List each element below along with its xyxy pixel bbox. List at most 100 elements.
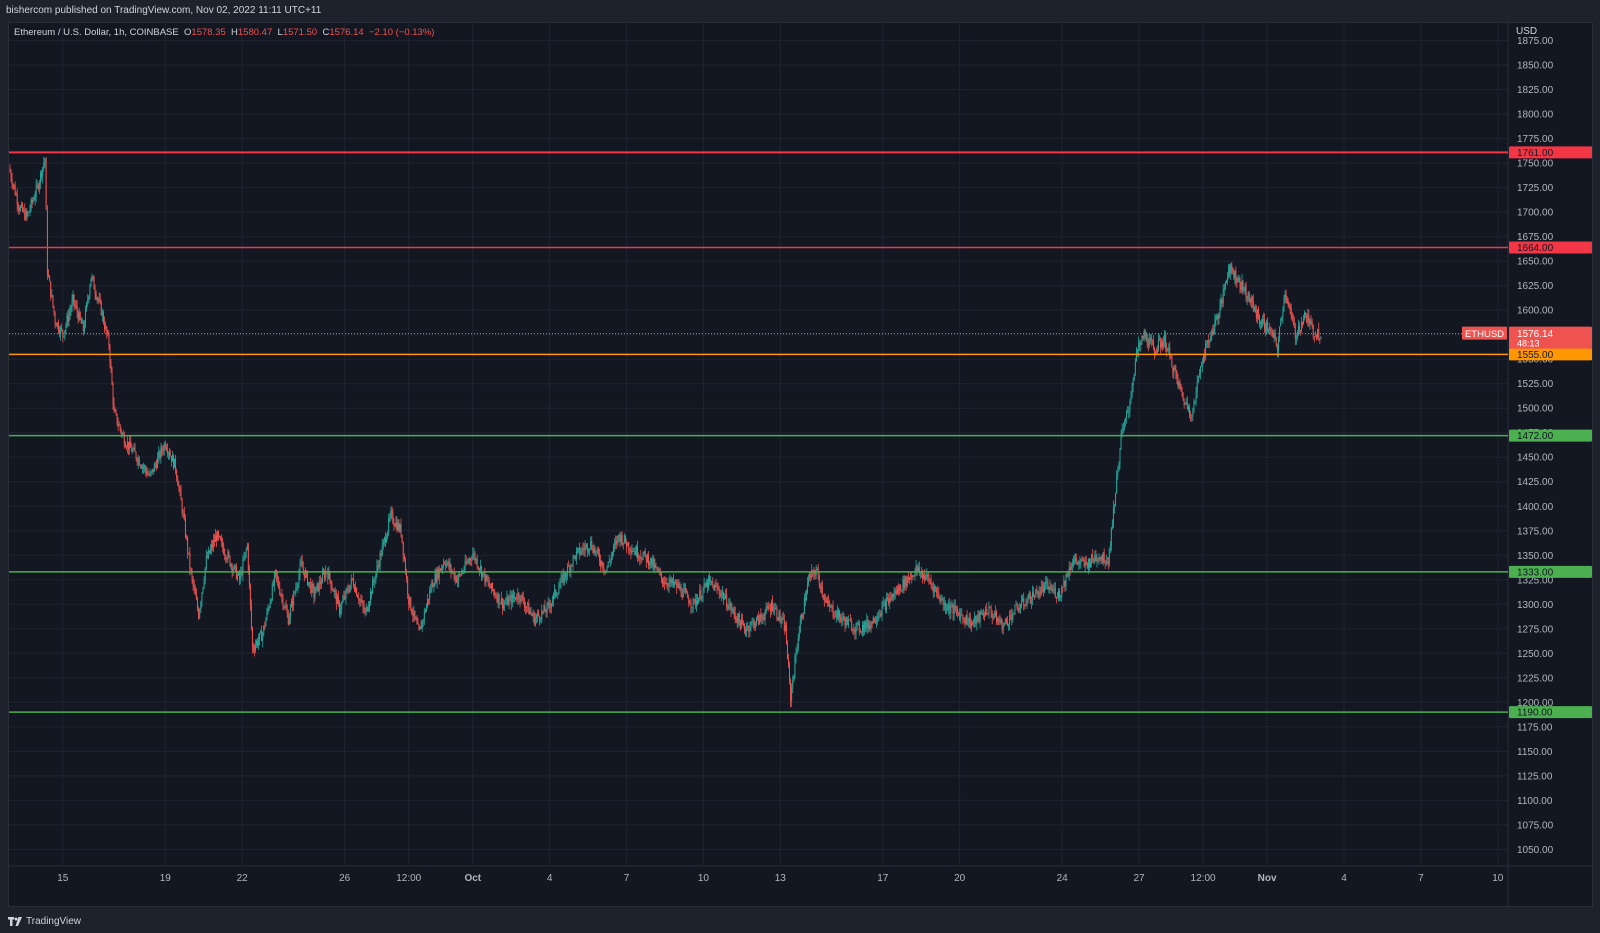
candle-body bbox=[626, 542, 628, 547]
candle-body bbox=[448, 561, 450, 568]
candle-body bbox=[150, 471, 152, 474]
candle-body bbox=[1285, 294, 1287, 298]
candle-body bbox=[321, 573, 323, 583]
candle-body bbox=[805, 593, 807, 601]
candle-body bbox=[467, 561, 469, 563]
candle-body bbox=[1077, 561, 1079, 565]
candle-body bbox=[999, 620, 1001, 623]
candle-body bbox=[652, 559, 654, 566]
candle-body bbox=[435, 574, 437, 583]
candle-body bbox=[332, 589, 334, 592]
candle-body bbox=[319, 581, 321, 584]
candle-body bbox=[195, 595, 197, 600]
candle-body bbox=[25, 211, 27, 220]
candle-body bbox=[534, 618, 536, 625]
candle-body bbox=[769, 607, 771, 612]
candle-body bbox=[776, 607, 778, 618]
candle-body bbox=[1036, 589, 1038, 592]
candle-body bbox=[538, 613, 540, 616]
candle-body bbox=[580, 552, 582, 555]
candle-body bbox=[987, 613, 989, 615]
candle-body bbox=[667, 585, 669, 587]
candle-body bbox=[1144, 330, 1146, 337]
candle-body bbox=[221, 539, 223, 542]
candle-body bbox=[867, 619, 869, 629]
candle-body bbox=[504, 603, 506, 605]
candle-body bbox=[1180, 385, 1182, 391]
candle-body bbox=[527, 603, 529, 607]
candle-body bbox=[1108, 548, 1110, 565]
candle-body bbox=[703, 583, 705, 590]
candle-body bbox=[782, 618, 784, 620]
candle-body bbox=[635, 546, 637, 555]
candle-body bbox=[1262, 319, 1264, 324]
candle-body bbox=[1012, 613, 1014, 621]
candle-body bbox=[46, 209, 48, 276]
candle-body bbox=[573, 555, 575, 557]
candle-body bbox=[453, 571, 455, 579]
level-label-box bbox=[1509, 565, 1592, 578]
candle-body bbox=[695, 600, 697, 606]
candle-body bbox=[132, 449, 134, 453]
candle-body bbox=[1223, 288, 1225, 290]
candle-body bbox=[616, 540, 618, 544]
candle-body bbox=[175, 458, 177, 471]
candle-body bbox=[509, 595, 511, 599]
candle-body bbox=[617, 535, 619, 544]
candle-body bbox=[1014, 604, 1016, 615]
candle-body bbox=[278, 580, 280, 588]
candle-body bbox=[160, 447, 162, 458]
candle-body bbox=[642, 554, 644, 560]
candle-body bbox=[740, 619, 742, 629]
candle-body bbox=[130, 441, 132, 448]
candle-body bbox=[566, 575, 568, 577]
candle-body bbox=[716, 585, 718, 589]
price-tick-label: 1425.00 bbox=[1517, 477, 1554, 488]
candle-body bbox=[336, 596, 338, 605]
candle-body bbox=[355, 588, 357, 592]
price-tick-label: 1525.00 bbox=[1517, 379, 1554, 390]
candle-body bbox=[1240, 286, 1242, 290]
candle-body bbox=[430, 590, 432, 592]
candle-body bbox=[726, 594, 728, 608]
candle-body bbox=[937, 592, 939, 594]
candle-body bbox=[498, 593, 500, 604]
chart-frame[interactable]: USD 1875.00 1850.00 1825.00 1800.00 1775.00 17… bbox=[8, 22, 1593, 907]
candle-body bbox=[383, 537, 385, 542]
price-tick-label: 1875.00 bbox=[1517, 36, 1554, 47]
candle-body bbox=[1113, 505, 1115, 508]
candle-body bbox=[597, 549, 599, 555]
candle-body bbox=[313, 587, 315, 598]
candle-body bbox=[482, 572, 484, 577]
candle-body bbox=[114, 410, 116, 412]
footer-brand: TradingView bbox=[26, 916, 82, 927]
candle-body bbox=[852, 630, 854, 632]
candle-body bbox=[1216, 314, 1218, 318]
candle-body bbox=[174, 458, 176, 468]
candle-body bbox=[441, 566, 443, 568]
candle-body bbox=[83, 325, 85, 332]
candle-body bbox=[61, 327, 63, 331]
candle-body bbox=[1049, 586, 1051, 589]
candle-body bbox=[1287, 302, 1289, 303]
candle-body bbox=[655, 564, 657, 568]
candle-body bbox=[1264, 319, 1266, 329]
candle-body bbox=[690, 604, 692, 608]
candle-body bbox=[1241, 280, 1243, 290]
candle-body bbox=[1159, 339, 1161, 341]
candle-body bbox=[413, 610, 415, 616]
candle-body bbox=[975, 616, 977, 624]
candle-body bbox=[587, 550, 589, 552]
candle-body bbox=[824, 600, 826, 602]
price-tick-label: 1400.00 bbox=[1517, 502, 1554, 513]
candle-body bbox=[362, 601, 364, 607]
candle-body bbox=[1213, 327, 1215, 334]
candle-body bbox=[1138, 342, 1140, 351]
candle-body bbox=[1171, 356, 1173, 368]
price-chart[interactable]: USD1875.001850.001825.001800.001775.0017… bbox=[9, 23, 1593, 907]
candle-body bbox=[621, 534, 623, 545]
candle-body bbox=[1054, 588, 1056, 597]
candle-body bbox=[320, 582, 322, 584]
candle-body bbox=[997, 618, 999, 623]
tradingview-logo[interactable]: TradingView bbox=[8, 910, 81, 933]
